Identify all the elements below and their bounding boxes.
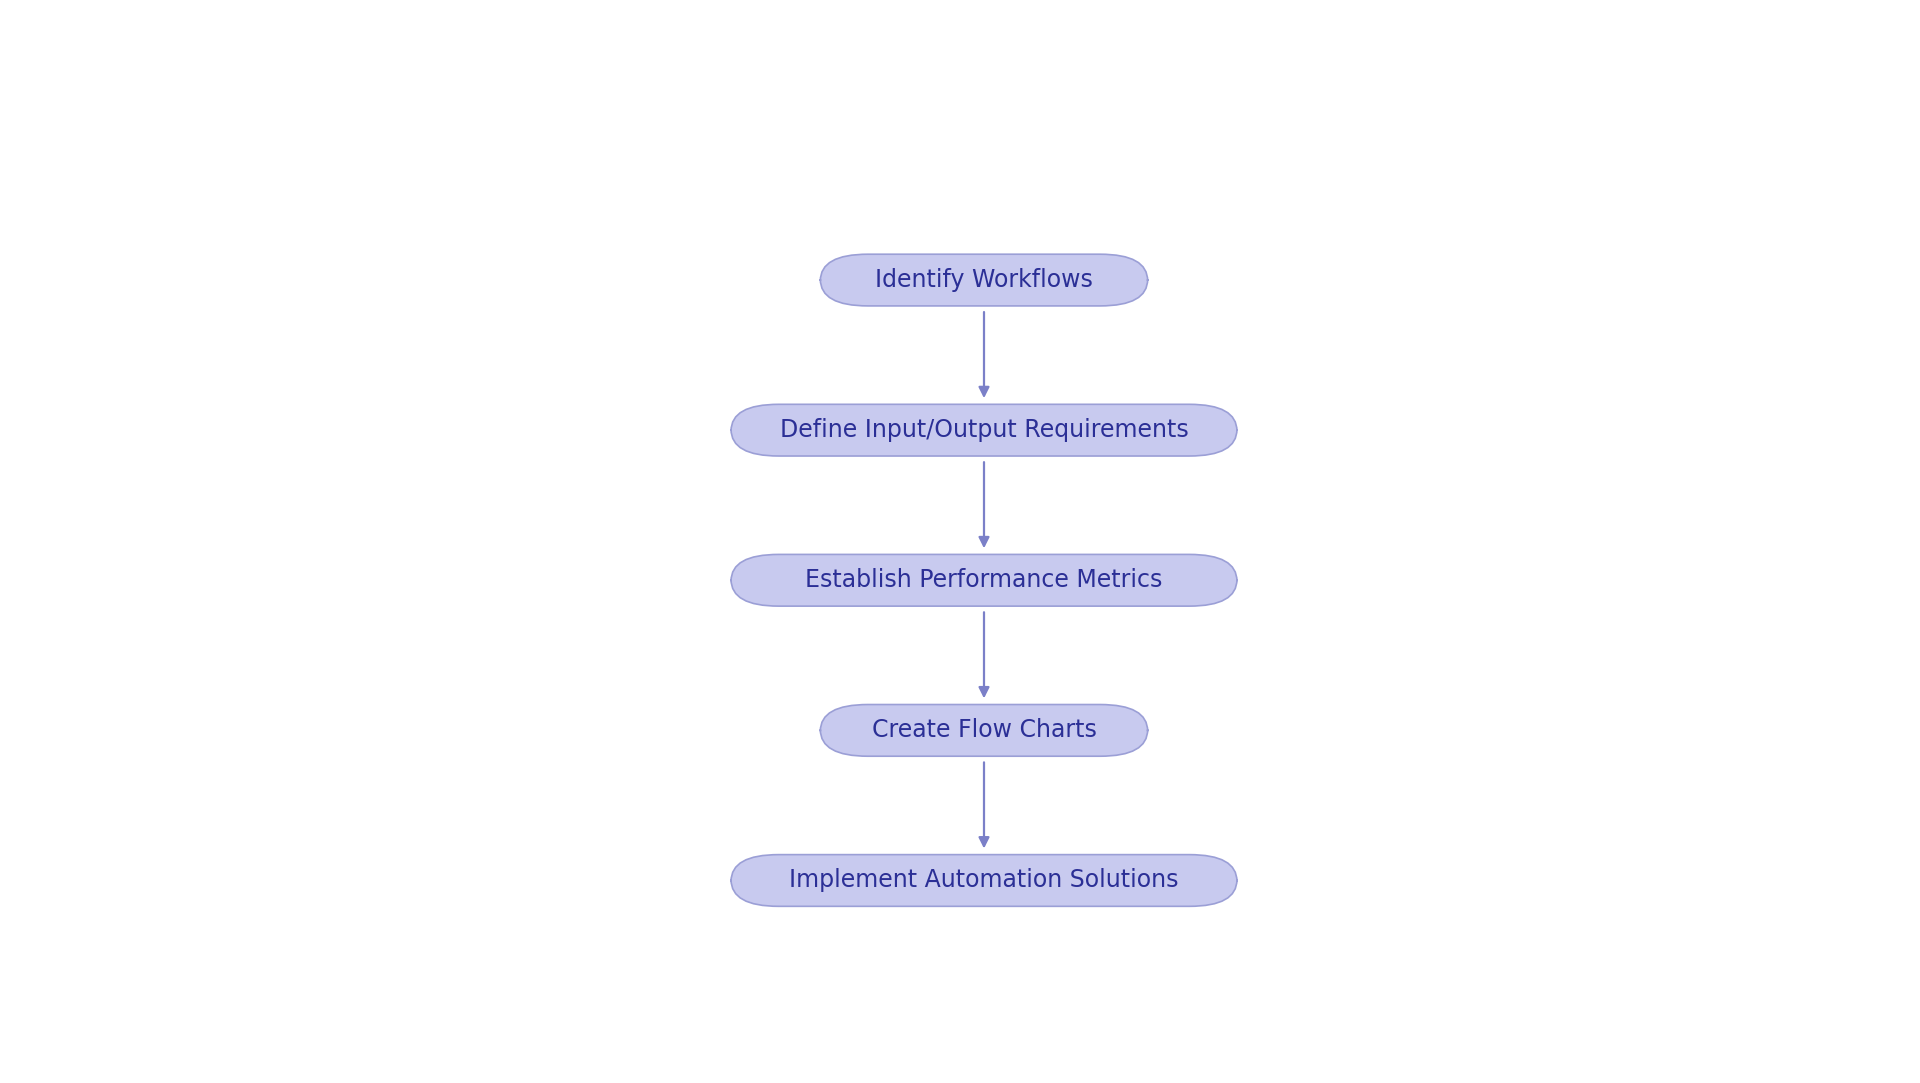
Text: Create Flow Charts: Create Flow Charts [872,718,1096,742]
FancyBboxPatch shape [732,554,1236,606]
FancyBboxPatch shape [732,854,1236,906]
Text: Implement Automation Solutions: Implement Automation Solutions [789,869,1179,892]
Text: Identify Workflows: Identify Workflows [876,269,1092,292]
Text: Define Input/Output Requirements: Define Input/Output Requirements [780,418,1188,442]
FancyBboxPatch shape [732,404,1236,456]
FancyBboxPatch shape [820,705,1148,756]
Text: Establish Performance Metrics: Establish Performance Metrics [804,569,1164,592]
FancyBboxPatch shape [820,255,1148,305]
